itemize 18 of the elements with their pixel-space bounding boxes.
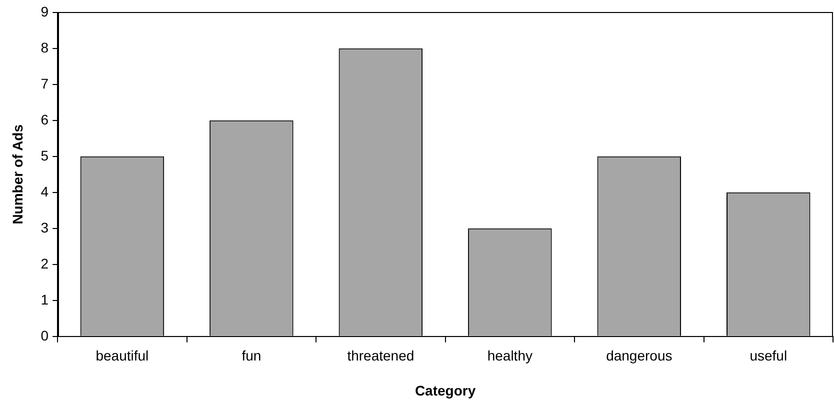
- y-tick-label: 9: [40, 3, 49, 20]
- y-tick-label: 5: [40, 147, 49, 164]
- x-axis-title: Category: [414, 382, 476, 398]
- y-tick-label: 4: [40, 183, 49, 200]
- x-tick-label: fun: [242, 348, 262, 364]
- x-tick-label: threatened: [347, 348, 414, 364]
- y-axis-title: Number of Ads: [9, 124, 26, 224]
- y-tick-label: 7: [40, 75, 49, 92]
- x-tick-label: healthy: [487, 348, 532, 364]
- y-tick-label: 8: [40, 39, 49, 56]
- y-tick-label: 0: [40, 327, 49, 344]
- y-tick-label: 1: [40, 291, 49, 308]
- x-tick-label: useful: [750, 348, 788, 364]
- y-tick-label: 3: [40, 219, 49, 236]
- y-tick-label: 2: [40, 255, 49, 272]
- x-tick-label: beautiful: [96, 348, 149, 364]
- x-tick-label: dangerous: [606, 348, 672, 364]
- y-tick-label: 6: [40, 111, 49, 128]
